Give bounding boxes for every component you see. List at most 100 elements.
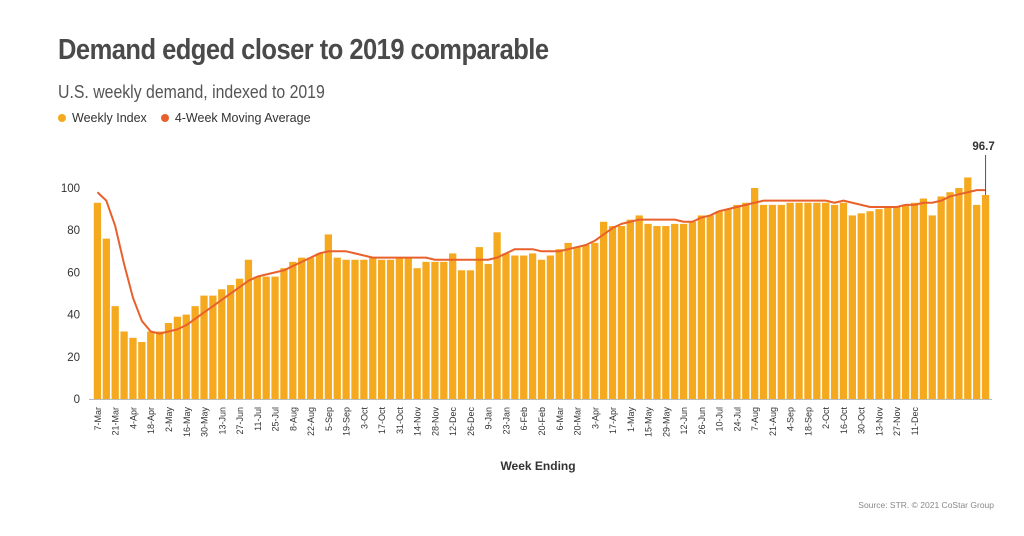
- x-tick-label: 16-Oct: [839, 407, 849, 435]
- bar: [475, 247, 483, 399]
- bar: [964, 177, 972, 399]
- bar: [777, 204, 785, 399]
- bar: [528, 253, 537, 399]
- bar: [839, 202, 848, 399]
- bar: [93, 202, 102, 399]
- bar: [697, 215, 706, 399]
- bar: [289, 261, 297, 399]
- bar: [298, 257, 306, 399]
- x-tick-label: 30-Oct: [857, 407, 867, 435]
- bar: [751, 188, 759, 399]
- bar: [600, 221, 608, 399]
- x-tick-label: 5-Sep: [324, 407, 334, 431]
- moving-average-line: [96, 189, 986, 335]
- bar: [946, 192, 954, 399]
- bar: [893, 206, 901, 399]
- bar: [768, 204, 777, 399]
- bar: [360, 259, 368, 399]
- x-tick-label: 21-Aug: [768, 407, 778, 436]
- bar: [635, 215, 643, 399]
- legend-label-moving-average: 4-Week Moving Average: [174, 111, 311, 125]
- bar: [342, 259, 350, 399]
- bar: [235, 278, 244, 399]
- bar: [786, 202, 794, 399]
- bar: [209, 295, 217, 399]
- bar: [324, 234, 332, 399]
- y-tick-label: 60: [67, 267, 80, 279]
- bar: [608, 225, 617, 399]
- bar: [742, 202, 750, 399]
- x-tick-label: 13-Nov: [874, 407, 884, 437]
- x-tick-label: 4-Sep: [786, 407, 796, 431]
- legend-label-weekly-index: Weekly Index: [72, 111, 147, 125]
- bar: [164, 323, 173, 399]
- x-tick-label: 30-May: [200, 407, 210, 438]
- bar: [129, 337, 137, 399]
- x-tick-label: 26-Jun: [697, 407, 707, 435]
- bar: [200, 295, 208, 399]
- x-tick-label: 7-Aug: [750, 407, 760, 431]
- legend-item-weekly-index: Weekly Index: [58, 111, 147, 125]
- x-tick-label: 8-Aug: [288, 407, 298, 431]
- bar: [653, 225, 661, 399]
- bar: [901, 204, 910, 399]
- bar: [919, 198, 928, 399]
- bar: [546, 255, 555, 399]
- x-tick-label: 7-Mar: [93, 407, 103, 431]
- bar: [679, 223, 688, 399]
- bar: [537, 259, 546, 399]
- bar: [511, 255, 519, 399]
- x-tick-label: 14-Nov: [413, 407, 423, 437]
- x-tick-label: 18-Sep: [803, 407, 813, 436]
- bar: [795, 202, 803, 399]
- bar: [280, 268, 288, 399]
- legend-item-moving-average: 4-Week Moving Average: [160, 111, 311, 125]
- x-tick-label: 1-May: [626, 407, 636, 433]
- bar: [386, 259, 395, 399]
- x-tick-label: 26-Dec: [466, 407, 476, 437]
- chart-title: Demand edged closer to 2019 comparable: [58, 34, 549, 66]
- x-tick-label: 18-Apr: [146, 407, 156, 434]
- x-tick-label: 9-Jan: [484, 407, 494, 430]
- bar: [822, 202, 830, 399]
- x-tick-label: 20-Mar: [573, 407, 583, 436]
- bar: [147, 331, 155, 399]
- bar: [413, 268, 421, 399]
- bar: [662, 225, 670, 399]
- x-axis-title: Week Ending: [500, 459, 575, 473]
- bar: [573, 247, 581, 399]
- x-tick-label: 27-Nov: [892, 407, 902, 437]
- bar: [644, 223, 652, 399]
- x-tick-label: 16-May: [182, 407, 192, 438]
- bar: [244, 259, 253, 399]
- y-tick-label: 20: [67, 352, 80, 364]
- bar: [520, 255, 528, 399]
- bar: [404, 257, 412, 399]
- bar: [830, 204, 839, 399]
- bar: [715, 211, 723, 399]
- bar: [502, 253, 510, 399]
- x-tick-label: 12-Dec: [448, 407, 458, 437]
- x-tick-label: 19-Sep: [342, 407, 352, 436]
- bar: [102, 238, 110, 399]
- bar: [724, 209, 732, 399]
- bar: [555, 249, 563, 399]
- bar: [431, 261, 439, 399]
- y-tick-label: 100: [61, 183, 80, 195]
- source-note: Source: STR. © 2021 CoStar Group: [858, 500, 994, 510]
- bar: [626, 219, 634, 399]
- bar: [591, 242, 599, 399]
- bar: [866, 211, 874, 399]
- chart-subtitle: U.S. weekly demand, indexed to 2019: [58, 82, 325, 102]
- bar: [227, 285, 235, 399]
- bar: [884, 206, 892, 399]
- bar: [813, 202, 821, 399]
- bar: [484, 263, 492, 399]
- bar: [928, 215, 936, 399]
- x-tick-label: 21-Mar: [111, 407, 121, 436]
- bar: [937, 196, 945, 399]
- bar: [377, 259, 386, 399]
- bar: [315, 253, 324, 399]
- bar: [671, 223, 679, 399]
- chart-legend: Weekly Index 4-Week Moving Average: [58, 111, 311, 125]
